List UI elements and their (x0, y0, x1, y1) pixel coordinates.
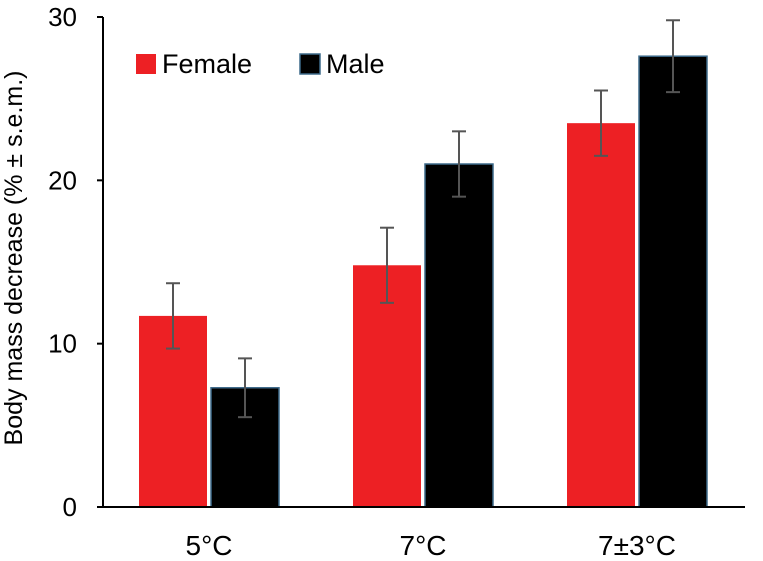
legend-label-male: Male (326, 49, 385, 79)
x-tick-label: 7°C (400, 530, 447, 561)
bar-female-1 (353, 265, 421, 507)
y-axis-label: Body mass decrease (% ± s.e.m.) (0, 71, 28, 446)
y-tick-label: 30 (48, 2, 77, 32)
legend-swatch-female (136, 54, 156, 74)
legend: Female Male (136, 49, 385, 79)
error-bars-layer (166, 19, 680, 419)
axes-layer (97, 16, 745, 508)
x-category-labels: 5°C 7°C 7±3°C (186, 530, 676, 561)
legend-label-female: Female (162, 49, 252, 79)
bar-female-2 (567, 123, 635, 508)
legend-swatch-male (299, 53, 321, 75)
x-tick-label: 7±3°C (598, 530, 676, 561)
bar-male-1 (424, 163, 494, 508)
y-tick-label: 0 (63, 492, 77, 522)
bar-male-2 (638, 55, 708, 508)
y-tick-label: 20 (48, 165, 77, 195)
y-tick-label: 10 (48, 329, 77, 359)
y-tick-labels: 0 10 20 30 (48, 2, 77, 522)
bars-layer (139, 55, 708, 508)
x-tick-label: 5°C (186, 530, 233, 561)
